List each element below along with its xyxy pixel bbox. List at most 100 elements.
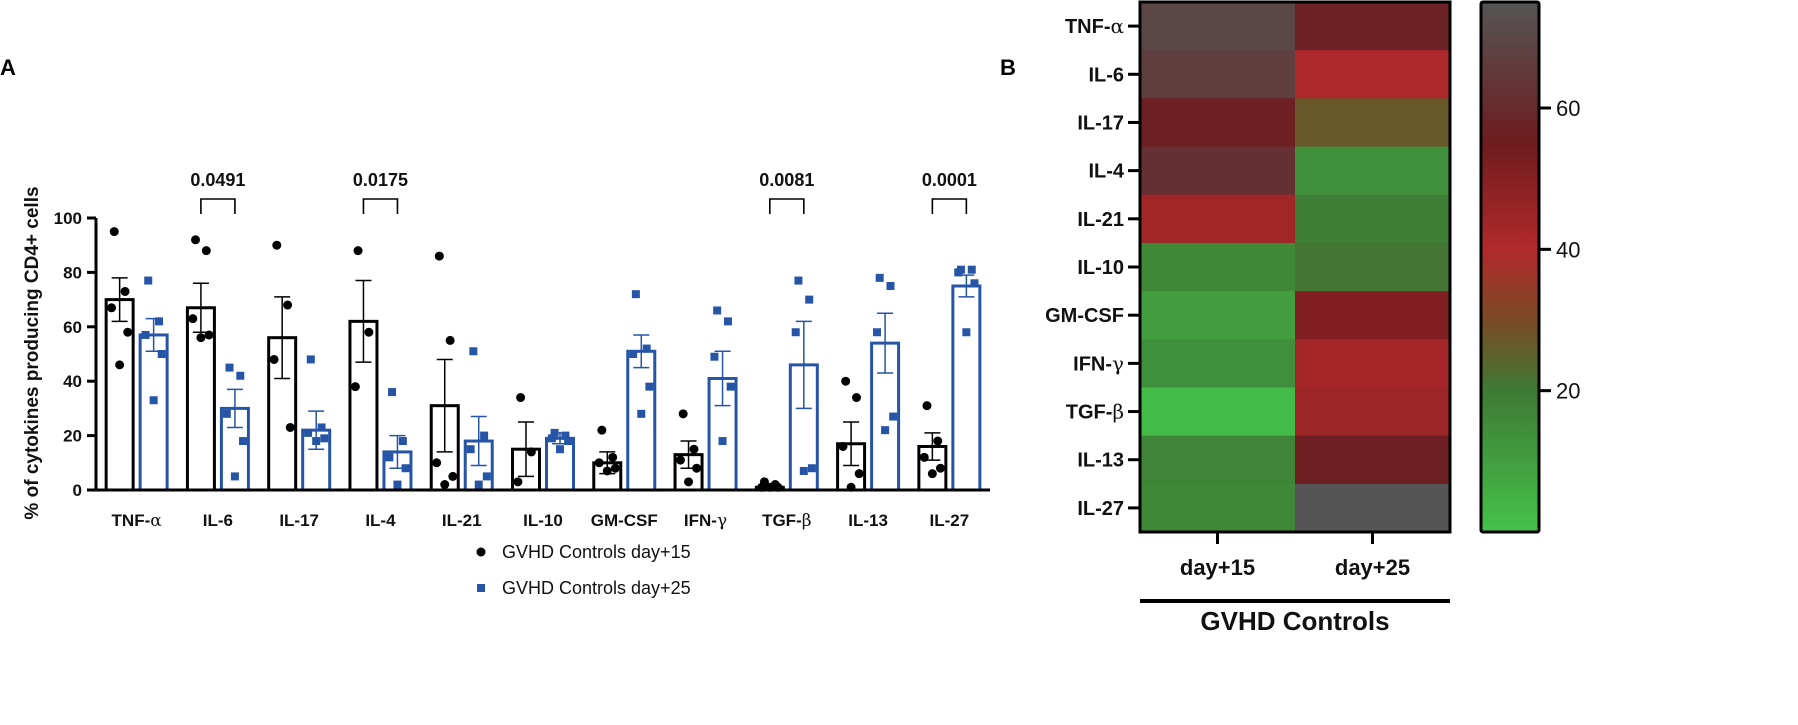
data-point-day25 xyxy=(807,464,816,473)
heatmap-cell xyxy=(1295,2,1451,51)
heatmap-cell xyxy=(1295,435,1451,485)
data-point-day15 xyxy=(922,401,932,411)
heatmap-cell xyxy=(1140,98,1296,148)
y-tick-label: 20 xyxy=(63,427,82,446)
data-point-day25 xyxy=(723,317,732,326)
category-label: IL-27 xyxy=(930,511,970,530)
data-point-day25 xyxy=(794,276,803,285)
heatmap-cell xyxy=(1140,2,1296,51)
heatmap-cell xyxy=(1140,435,1296,485)
category-label: GM-CSF xyxy=(591,511,658,530)
p-value-label: 0.0491 xyxy=(190,170,245,190)
data-point-day15 xyxy=(353,246,363,256)
y-tick-label: 80 xyxy=(63,263,82,282)
heatmap-cell xyxy=(1295,339,1451,388)
data-point-day15 xyxy=(927,469,937,479)
y-axis-title: % of cytokines producing CD4+ cells xyxy=(22,186,43,519)
y-tick-label: 100 xyxy=(54,209,82,228)
data-point-day15 xyxy=(120,286,130,296)
data-point-day25 xyxy=(480,431,489,440)
data-point-day25 xyxy=(791,328,800,337)
category-label: IL-21 xyxy=(442,511,482,530)
data-point-day25 xyxy=(645,382,654,391)
legend-marker-day15 xyxy=(476,547,486,557)
data-point-day15 xyxy=(675,455,685,465)
data-point-day15 xyxy=(684,477,694,487)
data-point-day25 xyxy=(889,412,898,421)
data-point-day25 xyxy=(642,344,651,353)
data-point-day25 xyxy=(222,409,231,418)
heatmap-row-label: IL-17 xyxy=(1077,112,1124,134)
category-label: IL-10 xyxy=(523,511,563,530)
heatmap-cell xyxy=(1295,50,1451,99)
data-point-day25 xyxy=(304,428,313,437)
heatmap-cell xyxy=(1140,194,1296,244)
heatmap-cell xyxy=(1295,98,1451,148)
data-point-day15 xyxy=(445,335,455,345)
data-point-day15 xyxy=(516,393,526,403)
data-point-day25 xyxy=(385,453,394,462)
data-point-day15 xyxy=(526,447,536,457)
data-point-day15 xyxy=(841,376,851,386)
heatmap-cell xyxy=(1140,483,1296,533)
data-point-day25 xyxy=(718,437,727,446)
data-point-day15 xyxy=(188,314,198,324)
data-point-day15 xyxy=(432,458,442,468)
data-point-day25 xyxy=(637,409,646,418)
data-point-day15 xyxy=(851,393,861,403)
heatmap-cell xyxy=(1295,483,1451,533)
heatmap-row-label: GM-CSF xyxy=(1045,305,1124,327)
data-point-day25 xyxy=(157,350,166,358)
data-point-day15 xyxy=(935,463,945,473)
data-point-day25 xyxy=(469,347,478,356)
data-point-day25 xyxy=(875,273,884,282)
data-point-day15 xyxy=(115,360,125,370)
heatmap-cell xyxy=(1295,194,1451,244)
y-tick-label: 0 xyxy=(73,481,82,500)
category-label: IL-13 xyxy=(848,511,888,530)
data-point-day25 xyxy=(312,437,321,446)
data-point-day15 xyxy=(364,327,374,337)
category-label: TGF-β xyxy=(762,511,811,531)
data-point-day25 xyxy=(556,445,564,454)
heatmap-row-label: IL-13 xyxy=(1077,450,1124,472)
data-point-day15 xyxy=(440,480,450,490)
data-point-day15 xyxy=(594,458,604,468)
data-point-day15 xyxy=(123,327,133,337)
panel-label-b: B xyxy=(1000,55,1016,80)
data-point-day25 xyxy=(306,355,315,364)
data-point-day25 xyxy=(710,352,719,361)
data-point-day25 xyxy=(144,276,153,285)
data-point-day25 xyxy=(872,328,881,337)
data-point-day25 xyxy=(726,382,735,391)
legend-label: GVHD Controls day+15 xyxy=(502,542,691,562)
heatmap-row-label: TNF-α xyxy=(1065,14,1124,38)
data-point-day25 xyxy=(564,437,573,446)
data-point-day15 xyxy=(434,251,444,261)
colorbar-tick-label: 40 xyxy=(1556,237,1580,262)
data-point-day25 xyxy=(393,480,402,489)
bar-day25 xyxy=(138,333,169,492)
heatmap-row-label: IL-4 xyxy=(1088,161,1124,183)
bar-day25 xyxy=(626,349,657,492)
data-point-day25 xyxy=(805,295,814,304)
data-point-day15 xyxy=(196,333,206,343)
legend-label: GVHD Controls day+25 xyxy=(502,578,691,598)
data-point-day25 xyxy=(629,350,638,358)
heatmap-row-label: TGF-β xyxy=(1066,400,1124,424)
p-value-label: 0.0175 xyxy=(353,170,408,190)
data-point-day25 xyxy=(149,396,158,405)
heatmap-cell xyxy=(1140,50,1296,99)
heatmap-cell xyxy=(1140,146,1296,196)
data-point-day15 xyxy=(191,235,201,245)
heatmap-row-label: IL-27 xyxy=(1077,498,1124,520)
data-point-day25 xyxy=(388,388,397,397)
heatmap-row-label: IL-6 xyxy=(1088,64,1124,86)
p-value-label: 0.0081 xyxy=(759,170,814,190)
data-point-day25 xyxy=(141,330,150,339)
significance-bracket xyxy=(769,198,805,214)
data-point-day15 xyxy=(350,382,360,392)
y-tick-label: 60 xyxy=(63,318,82,337)
data-point-day15 xyxy=(272,240,282,250)
data-point-day25 xyxy=(631,290,640,299)
